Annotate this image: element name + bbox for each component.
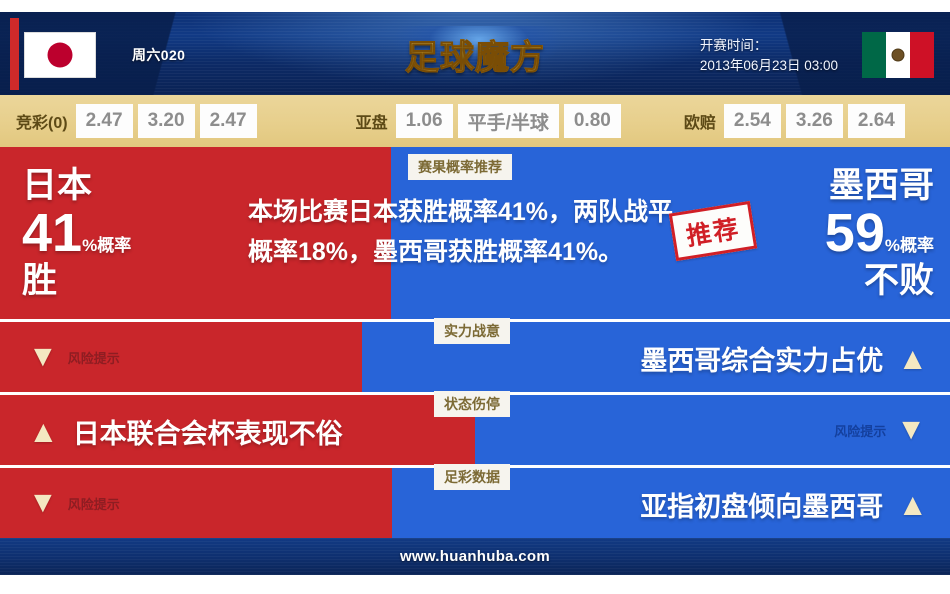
- away-result-label: 不败: [863, 261, 934, 300]
- home-percent-suffix: %概率: [82, 236, 132, 255]
- round-label: 周六020: [132, 47, 186, 63]
- probability-section: 赛果概率推荐 日本 41%概率 胜 本场比赛日本获胜概率41%，两队战平概率18…: [0, 147, 950, 319]
- odds-group-label: 竞彩(0): [16, 115, 68, 132]
- away-headline-text: 亚指初盘倾向墨西哥: [640, 492, 884, 522]
- odds-cell[interactable]: 2.54: [723, 104, 781, 138]
- site-logo[interactable]: 足球魔方: [380, 26, 570, 82]
- arrow-down-icon: ▼: [896, 413, 926, 446]
- kickoff-time: 开赛时间： 2013年06月23日 03:00: [700, 36, 838, 76]
- insight-row-home-panel: [0, 322, 362, 392]
- arrow-up-icon: ▲: [28, 413, 59, 449]
- insight-row-home-panel: [0, 395, 475, 465]
- away-percent-suffix: %概率: [884, 236, 934, 255]
- home-risk-label: 风险提示: [67, 350, 120, 366]
- arrow-down-icon: ▼: [28, 486, 58, 519]
- away-insight-headline: 墨西哥综合实力占优 ▲: [640, 339, 928, 378]
- away-risk-note: 风险提示 ▼: [834, 415, 926, 445]
- probability-summary-text: 本场比赛日本获胜概率41%，两队战平概率18%，墨西哥获胜概率41%。: [248, 198, 674, 266]
- mexico-flag-seal: [891, 48, 905, 62]
- match-header: 周六020 足球魔方 开赛时间： 2013年06月23日 03:00: [0, 12, 950, 95]
- home-risk-label: 风险提示: [67, 496, 120, 512]
- odds-group-asian: 亚盘 1.06 平手/半球 0.80: [356, 104, 626, 138]
- home-headline-text: 日本联合会杯表现不俗: [72, 419, 343, 449]
- away-headline-text: 墨西哥综合实力占优: [640, 346, 884, 376]
- odds-cell[interactable]: 3.26: [785, 104, 843, 138]
- odds-cell[interactable]: 2.64: [847, 104, 905, 138]
- odds-group-european: 欧赔 2.54 3.26 2.64: [684, 104, 910, 138]
- odds-group-label: 欧赔: [683, 115, 716, 132]
- odds-cell[interactable]: 3.20: [137, 104, 195, 138]
- odds-cell-handicap[interactable]: 平手/半球: [457, 104, 559, 138]
- home-risk-note: ▼ 风险提示: [28, 488, 120, 518]
- insight-row-tag: 状态伤停: [434, 391, 510, 417]
- odds-group-jingcai: 竞彩(0) 2.47 3.20 2.47: [16, 104, 262, 138]
- footer-bar: www.huanhuba.com: [0, 538, 950, 575]
- arrow-up-icon: ▲: [897, 486, 928, 522]
- home-risk-note: ▼ 风险提示: [28, 342, 120, 372]
- header-accent-bar: [10, 18, 19, 90]
- footer-website-url[interactable]: www.huanhuba.com: [399, 548, 551, 565]
- japan-flag-icon: [24, 32, 96, 78]
- insight-row-home-panel: [0, 468, 392, 538]
- insight-row-tag: 足彩数据: [434, 464, 510, 490]
- arrow-up-icon: ▲: [897, 340, 928, 376]
- kickoff-value: 2013年06月23日 03:00: [699, 58, 838, 73]
- insight-row: 足彩数据 ▼ 风险提示 亚指初盘倾向墨西哥 ▲: [0, 464, 950, 538]
- away-risk-label: 风险提示: [834, 423, 887, 439]
- site-logo-text: 足球魔方: [405, 30, 545, 79]
- insight-row: 状态伤停 ▲ 日本联合会杯表现不俗 风险提示 ▼: [0, 391, 950, 465]
- arrow-down-icon: ▼: [28, 340, 58, 373]
- home-win-percent: 41: [22, 203, 83, 263]
- mexico-flag-green-band: [862, 32, 886, 78]
- home-insight-headline: ▲ 日本联合会杯表现不俗: [28, 412, 343, 451]
- odds-cell[interactable]: 2.47: [199, 104, 257, 138]
- probability-section-tag: 赛果概率推荐: [408, 154, 512, 180]
- mexico-flag-icon: [862, 32, 934, 78]
- home-team-name: 日本: [22, 166, 93, 205]
- away-team-block: 墨西哥 59%概率 不败: [825, 165, 934, 303]
- odds-cell[interactable]: 0.80: [563, 104, 621, 138]
- mexico-flag-red-band: [910, 32, 934, 78]
- odds-cell[interactable]: 1.06: [395, 104, 453, 138]
- away-team-name: 墨西哥: [828, 166, 934, 205]
- odds-cell[interactable]: 2.47: [75, 104, 133, 138]
- insight-row: 实力战意 ▼ 风险提示 墨西哥综合实力占优 ▲: [0, 318, 950, 392]
- probability-home-panel: [0, 147, 391, 319]
- odds-group-label: 亚盘: [355, 115, 388, 132]
- kickoff-label: 开赛时间：: [699, 38, 768, 53]
- home-team-block: 日本 41%概率 胜: [22, 165, 131, 303]
- insight-row-tag: 实力战意: [434, 318, 510, 344]
- japan-flag-disc: [47, 42, 73, 68]
- odds-bar: 竞彩(0) 2.47 3.20 2.47 亚盘 1.06 平手/半球 0.80 …: [0, 95, 950, 147]
- home-result-label: 胜: [22, 261, 58, 300]
- away-insight-headline: 亚指初盘倾向墨西哥 ▲: [640, 485, 928, 524]
- mexico-flag-white-band: [886, 32, 910, 78]
- away-win-percent: 59: [824, 203, 885, 263]
- insight-row-away-panel: [475, 395, 950, 465]
